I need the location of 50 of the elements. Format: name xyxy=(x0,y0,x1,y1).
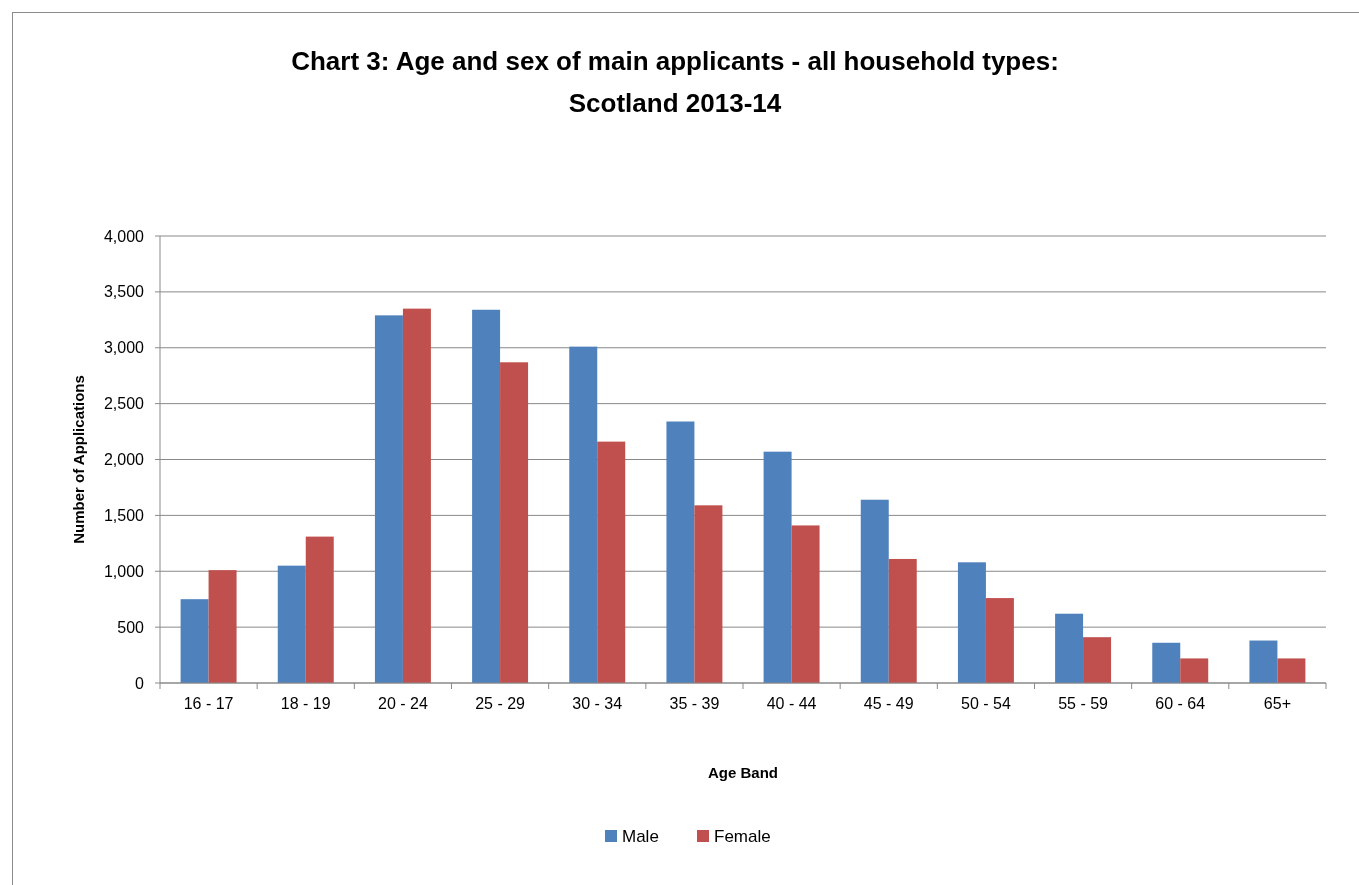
bar xyxy=(1055,613,1084,683)
bar xyxy=(1249,640,1278,683)
x-tick-label: 25 - 29 xyxy=(475,695,526,712)
bar xyxy=(597,441,626,683)
bar xyxy=(180,599,209,683)
bar xyxy=(888,558,917,683)
y-tick-label: 3,500 xyxy=(103,283,145,301)
x-tick-label: 40 - 44 xyxy=(766,695,817,712)
y-tick-label: 1,000 xyxy=(103,562,145,580)
bar xyxy=(694,505,723,683)
bar xyxy=(666,421,695,683)
y-tick-label: 4,000 xyxy=(103,227,145,245)
x-tick-label: 60 - 64 xyxy=(1155,695,1206,712)
bar xyxy=(791,525,820,683)
bar xyxy=(569,346,598,683)
bar xyxy=(500,362,529,683)
bar xyxy=(1083,637,1112,683)
bar xyxy=(402,308,431,683)
bar xyxy=(1152,642,1181,683)
y-tick-label: 2,500 xyxy=(103,395,145,413)
y-tick-label: 1,500 xyxy=(103,506,145,524)
x-tick-label: 50 - 54 xyxy=(961,695,1011,712)
x-tick-label: 65+ xyxy=(1263,695,1291,712)
bar xyxy=(277,565,306,683)
x-tick-label: 30 - 34 xyxy=(572,695,623,712)
x-tick-label: 16 - 17 xyxy=(183,695,234,712)
y-axis-title: Number of Applications xyxy=(70,375,87,544)
chart-title: Chart 3: Age and sex of main applicants - all household types: Scotland 2013-14 xyxy=(291,46,1059,118)
bar xyxy=(957,562,986,683)
bar xyxy=(985,598,1014,683)
x-tick-label: 55 - 59 xyxy=(1058,695,1109,712)
y-tick-label: 0 xyxy=(135,674,145,692)
x-tick-label: 18 - 19 xyxy=(280,695,331,712)
x-tick-label: 45 - 49 xyxy=(863,695,914,712)
bar xyxy=(374,315,403,683)
bar xyxy=(1277,658,1306,683)
legend-label: Male xyxy=(622,826,659,846)
bar xyxy=(860,499,889,683)
y-tick-label: 2,000 xyxy=(103,451,145,469)
x-tick-label: 20 - 24 xyxy=(378,695,428,712)
legend-label: Female xyxy=(714,826,771,846)
bar xyxy=(472,309,501,683)
bar xyxy=(763,451,792,683)
bar xyxy=(1180,658,1209,683)
y-tick-label: 3,000 xyxy=(103,339,145,357)
x-tick-label: 35 - 39 xyxy=(669,695,720,712)
bar xyxy=(208,570,237,683)
y-tick-label: 500 xyxy=(117,618,145,636)
bar xyxy=(305,536,334,683)
x-axis-title: Age Band xyxy=(707,764,779,781)
